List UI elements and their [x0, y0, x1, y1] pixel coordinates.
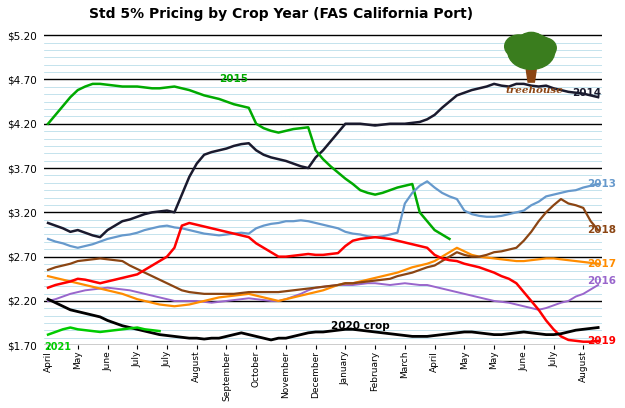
- Text: 2020 crop: 2020 crop: [331, 321, 389, 331]
- Text: treehouse: treehouse: [506, 86, 563, 95]
- Text: 2015: 2015: [219, 74, 248, 84]
- Ellipse shape: [519, 32, 544, 50]
- Text: 2013: 2013: [587, 179, 616, 189]
- Text: 2019: 2019: [587, 336, 616, 346]
- Ellipse shape: [505, 35, 532, 58]
- Ellipse shape: [531, 38, 556, 58]
- Text: Std 5% Pricing by Crop Year (FAS California Port): Std 5% Pricing by Crop Year (FAS Califor…: [89, 7, 473, 21]
- Polygon shape: [526, 69, 536, 82]
- Text: 2021: 2021: [44, 342, 71, 352]
- Text: 2014: 2014: [572, 88, 601, 98]
- Text: 2017: 2017: [587, 259, 616, 269]
- Text: 2018: 2018: [587, 225, 616, 235]
- Ellipse shape: [508, 33, 555, 69]
- Text: 2016: 2016: [587, 277, 616, 286]
